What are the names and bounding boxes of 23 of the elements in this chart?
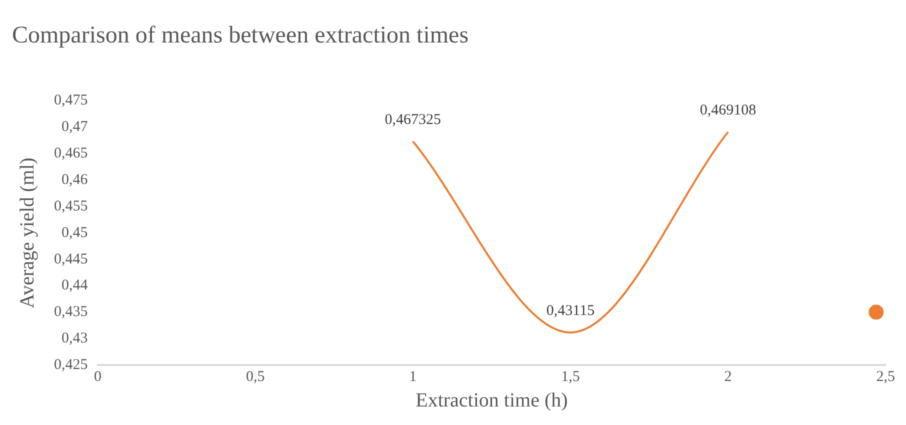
- x-tick-label: 1,5: [561, 368, 580, 385]
- x-tick-label: 2: [724, 368, 732, 385]
- y-axis-title: Average yield (ml): [16, 158, 38, 308]
- y-tick-label: 0,45: [62, 224, 88, 241]
- data-label: 0,467325: [384, 112, 442, 128]
- data-label: 0,469108: [700, 102, 756, 118]
- y-tick-label: 0,43: [62, 330, 88, 347]
- y-tick-label: 0,47: [62, 119, 88, 136]
- y-tick-label: 0,435: [54, 304, 88, 320]
- x-tick-label: 1: [409, 368, 417, 385]
- y-tick-label: 0,425: [54, 356, 88, 373]
- x-tick-label: 2,5: [876, 368, 895, 385]
- x-axis-title: Extraction time (h): [416, 389, 568, 412]
- y-tick-label: 0,46: [62, 172, 88, 188]
- y-tick-label: 0,44: [62, 278, 88, 294]
- y-tick-label: 0,455: [54, 198, 88, 214]
- x-tick-label: 0,5: [246, 368, 265, 385]
- x-tick-label: 0: [94, 368, 102, 385]
- data-label: 0,43115: [546, 302, 595, 319]
- y-tick-label: 0,465: [54, 146, 88, 162]
- chart-title: Comparison of means between extraction times: [12, 22, 469, 49]
- y-tick-label: 0,475: [54, 92, 88, 109]
- y-tick-label: 0,445: [54, 251, 88, 268]
